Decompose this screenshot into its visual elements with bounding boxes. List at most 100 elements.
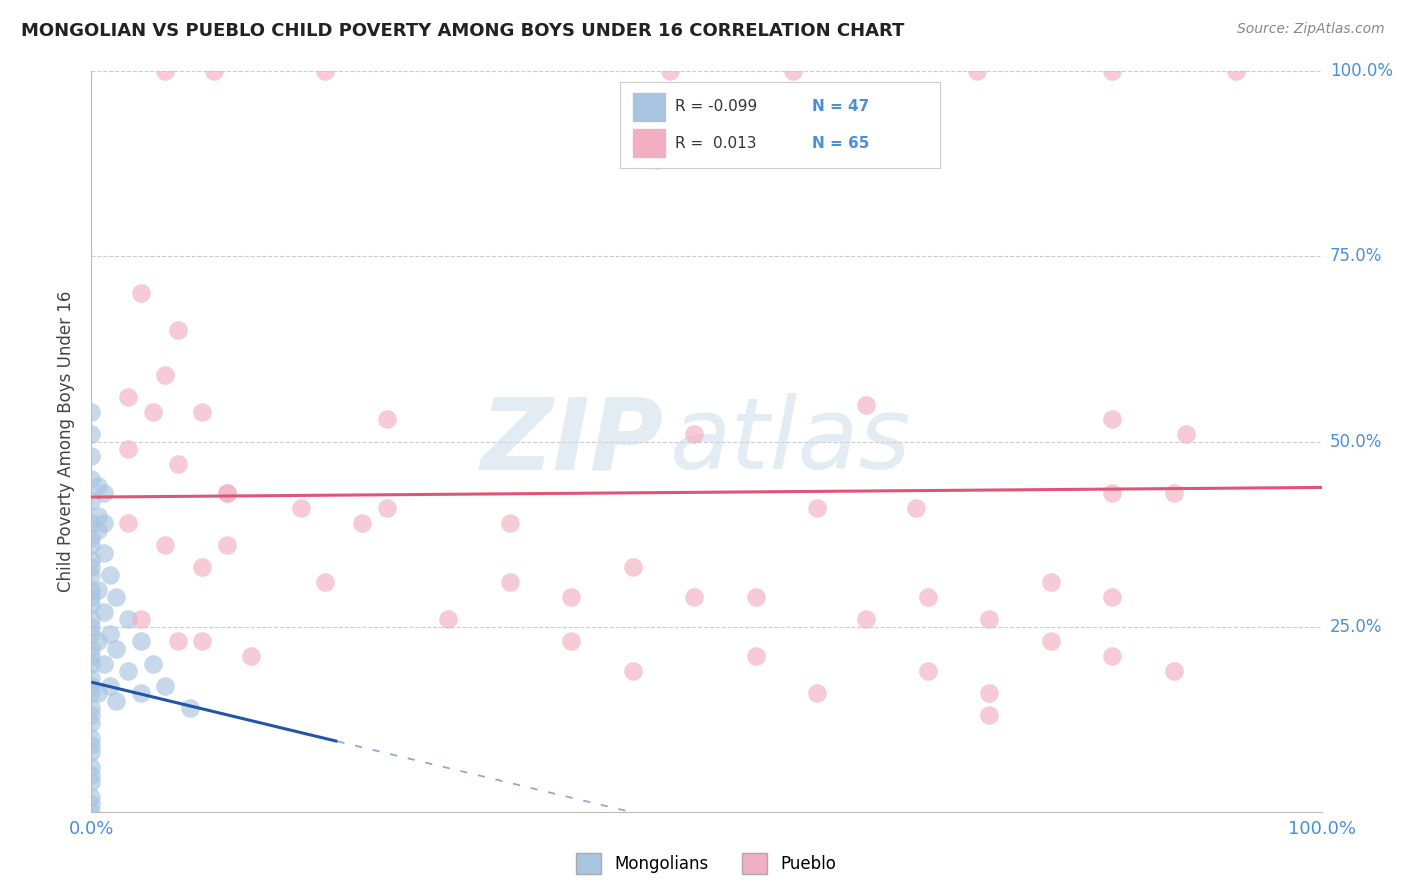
Point (314, 64, 336, 78)
Point (153, 538, 177, 552)
Point (375, 412, 398, 426)
Point (191, 634, 214, 648)
Point (290, 501, 312, 516)
Point (129, 686, 152, 700)
Point (917, 590, 939, 604)
Point (215, 486, 238, 500)
Point (93, 605, 115, 619)
Point (498, 516, 520, 530)
Text: N = 65: N = 65 (813, 136, 870, 151)
Text: 50.0%: 50.0% (1330, 433, 1382, 450)
Point (80, 627, 103, 641)
Point (80, 553, 103, 567)
Point (86, 524, 108, 538)
Point (1101, 486, 1123, 500)
Point (129, 612, 152, 626)
Point (1101, 649, 1123, 664)
Point (80, 582, 103, 597)
Text: 25.0%: 25.0% (1330, 617, 1382, 636)
Point (1163, 664, 1185, 678)
Bar (633, 129, 665, 157)
Point (621, 560, 644, 574)
Point (375, 501, 398, 516)
Point (86, 479, 108, 493)
Point (129, 634, 152, 648)
Point (80, 641, 103, 656)
Point (105, 694, 127, 708)
Point (80, 767, 103, 781)
Point (166, 324, 188, 338)
Point (80, 531, 103, 545)
Point (93, 657, 115, 671)
Point (498, 575, 520, 590)
Point (80, 649, 103, 664)
Point (1225, 64, 1247, 78)
Text: 100.0%: 100.0% (1330, 62, 1393, 80)
Point (86, 634, 108, 648)
Point (80, 612, 103, 626)
Point (215, 538, 238, 552)
Point (117, 390, 139, 404)
Point (80, 708, 103, 723)
Point (979, 686, 1001, 700)
Point (806, 686, 828, 700)
Point (1039, 634, 1063, 648)
Point (98, 627, 121, 641)
Point (855, 397, 877, 411)
Point (142, 405, 165, 419)
Point (166, 634, 188, 648)
Point (80, 450, 103, 464)
Point (93, 516, 115, 530)
Point (153, 64, 177, 78)
Point (806, 501, 828, 516)
Point (80, 746, 103, 760)
Point (215, 486, 238, 500)
Point (437, 612, 460, 626)
Point (80, 760, 103, 774)
Point (98, 679, 121, 693)
Point (80, 738, 103, 752)
Point (80, 619, 103, 633)
Point (80, 715, 103, 730)
Point (86, 582, 108, 597)
Text: MONGOLIAN VS PUEBLO CHILD POVERTY AMONG BOYS UNDER 16 CORRELATION CHART: MONGOLIAN VS PUEBLO CHILD POVERTY AMONG … (21, 22, 904, 40)
Point (80, 493, 103, 508)
Point (683, 427, 706, 442)
Point (93, 486, 115, 500)
Point (80, 797, 103, 812)
Point (117, 612, 139, 626)
Point (80, 427, 103, 442)
Point (117, 442, 139, 456)
Point (658, 64, 681, 78)
Point (142, 657, 165, 671)
Point (80, 701, 103, 715)
Point (105, 641, 127, 656)
Point (80, 405, 103, 419)
Point (80, 538, 103, 552)
Point (645, 153, 669, 168)
Point (745, 649, 768, 664)
Point (745, 590, 768, 604)
Point (1101, 590, 1123, 604)
Text: R =  0.013: R = 0.013 (675, 136, 756, 151)
Point (98, 567, 121, 582)
Point (560, 634, 582, 648)
Point (1175, 427, 1198, 442)
Point (80, 598, 103, 612)
Text: R = -0.099: R = -0.099 (675, 99, 756, 114)
Point (240, 649, 263, 664)
Point (80, 789, 103, 804)
Text: 75.0%: 75.0% (1330, 247, 1382, 266)
Point (80, 590, 103, 604)
Bar (633, 93, 665, 120)
Point (80, 657, 103, 671)
Point (1101, 412, 1123, 426)
Point (93, 546, 115, 560)
Point (80, 672, 103, 686)
Point (352, 516, 374, 530)
Legend: Mongolians, Pueblo: Mongolians, Pueblo (576, 854, 837, 874)
Point (166, 457, 188, 471)
Point (1039, 575, 1063, 590)
Text: Source: ZipAtlas.com: Source: ZipAtlas.com (1237, 22, 1385, 37)
Point (80, 686, 103, 700)
